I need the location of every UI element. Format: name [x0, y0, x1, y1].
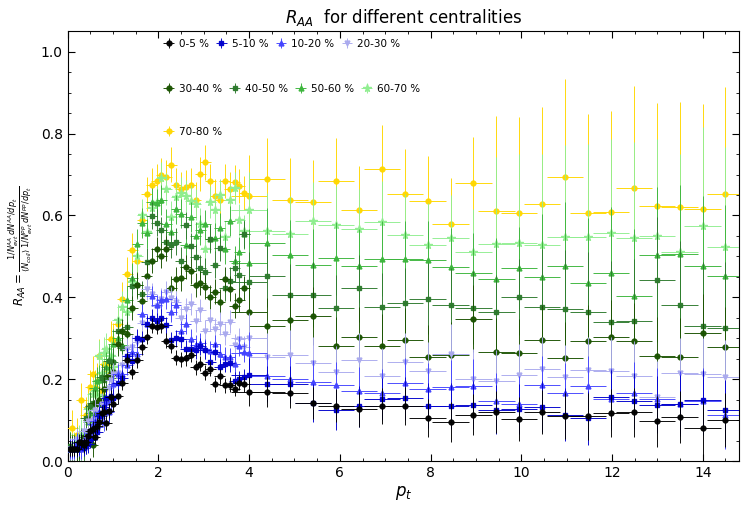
Y-axis label: $R_{AA} = \frac{1/N_{evt}^{AA}\,dN^{AA}/dp_t}{\langle N_{coll}\rangle\,1/N_{evt}: $R_{AA} = \frac{1/N_{evt}^{AA}\,dN^{AA}/… — [7, 186, 35, 306]
Title: $R_{AA}$  for different centralities: $R_{AA}$ for different centralities — [285, 7, 522, 28]
Legend: 70-80 %: 70-80 % — [160, 125, 224, 139]
X-axis label: $p_t$: $p_t$ — [395, 484, 412, 502]
